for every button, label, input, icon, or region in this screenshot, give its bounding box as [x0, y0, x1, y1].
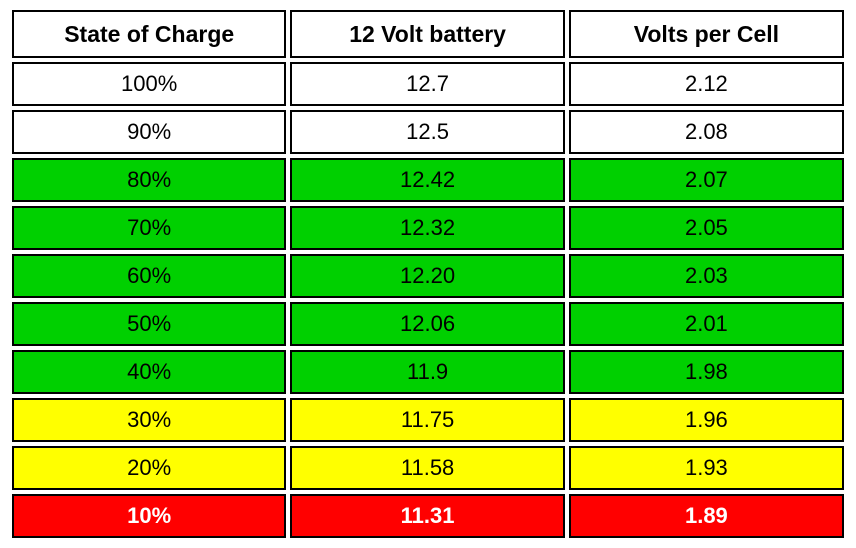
- cell-soc: 50%: [12, 302, 286, 346]
- cell-vpc: 2.01: [569, 302, 844, 346]
- cell-vpc: 2.03: [569, 254, 844, 298]
- cell-v12: 11.58: [290, 446, 564, 490]
- table-row: 80% 12.42 2.07: [12, 158, 844, 202]
- table-row: 50% 12.06 2.01: [12, 302, 844, 346]
- table-row: 20% 11.58 1.93: [12, 446, 844, 490]
- cell-v12: 12.42: [290, 158, 564, 202]
- col-header-v12: 12 Volt battery: [290, 10, 564, 58]
- table-row: 90% 12.5 2.08: [12, 110, 844, 154]
- table-row: 70% 12.32 2.05: [12, 206, 844, 250]
- cell-vpc: 1.98: [569, 350, 844, 394]
- cell-vpc: 2.12: [569, 62, 844, 106]
- table-row: 100% 12.7 2.12: [12, 62, 844, 106]
- cell-soc: 60%: [12, 254, 286, 298]
- cell-vpc: 1.89: [569, 494, 844, 538]
- cell-soc: 90%: [12, 110, 286, 154]
- table-row: 10% 11.31 1.89: [12, 494, 844, 538]
- cell-v12: 12.32: [290, 206, 564, 250]
- cell-vpc: 2.05: [569, 206, 844, 250]
- cell-soc: 40%: [12, 350, 286, 394]
- cell-vpc: 1.96: [569, 398, 844, 442]
- table-row: 40% 11.9 1.98: [12, 350, 844, 394]
- cell-v12: 12.06: [290, 302, 564, 346]
- table-row: 30% 11.75 1.96: [12, 398, 844, 442]
- cell-v12: 12.20: [290, 254, 564, 298]
- cell-vpc: 2.08: [569, 110, 844, 154]
- cell-v12: 12.7: [290, 62, 564, 106]
- cell-v12: 11.9: [290, 350, 564, 394]
- col-header-vpc: Volts per Cell: [569, 10, 844, 58]
- cell-soc: 100%: [12, 62, 286, 106]
- col-header-soc: State of Charge: [12, 10, 286, 58]
- cell-v12: 11.75: [290, 398, 564, 442]
- battery-soc-table: State of Charge 12 Volt battery Volts pe…: [8, 6, 848, 542]
- cell-soc: 20%: [12, 446, 286, 490]
- table-header-row: State of Charge 12 Volt battery Volts pe…: [12, 10, 844, 58]
- cell-soc: 80%: [12, 158, 286, 202]
- cell-soc: 30%: [12, 398, 286, 442]
- table-row: 60% 12.20 2.03: [12, 254, 844, 298]
- cell-v12: 12.5: [290, 110, 564, 154]
- cell-vpc: 1.93: [569, 446, 844, 490]
- cell-soc: 70%: [12, 206, 286, 250]
- cell-v12: 11.31: [290, 494, 564, 538]
- cell-vpc: 2.07: [569, 158, 844, 202]
- cell-soc: 10%: [12, 494, 286, 538]
